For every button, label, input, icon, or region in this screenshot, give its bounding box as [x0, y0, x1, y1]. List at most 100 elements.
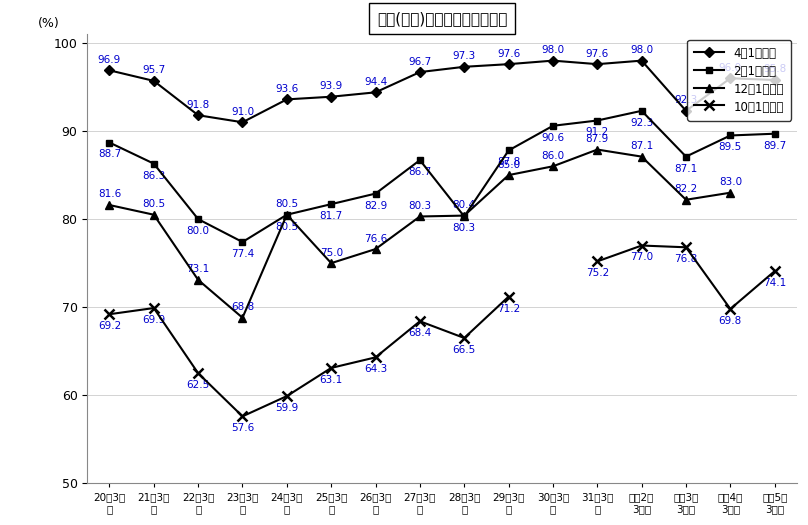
10月1日現在 [282, 393, 292, 399]
Text: 82.9: 82.9 [364, 201, 387, 211]
10月1日現在 [415, 318, 425, 324]
Text: 68.4: 68.4 [408, 328, 431, 338]
Text: 76.8: 76.8 [675, 254, 697, 264]
Legend: 4月1日現在, 2月1日現在, 12月1日現在, 10月1日現在: 4月1日現在, 2月1日現在, 12月1日現在, 10月1日現在 [688, 40, 791, 121]
4月1日現在 [548, 57, 558, 64]
12月1日現在 [726, 190, 735, 196]
Text: 94.4: 94.4 [364, 77, 387, 87]
Text: 96.9: 96.9 [98, 55, 121, 65]
Line: 2月1日現在: 2月1日現在 [106, 107, 778, 246]
Text: 80.5: 80.5 [276, 222, 298, 232]
12月1日現在 [238, 314, 247, 321]
2月1日現在 [149, 161, 158, 167]
10月1日現在 [104, 311, 114, 317]
Text: 80.5: 80.5 [142, 199, 166, 209]
12月1日現在 [592, 146, 602, 153]
2月1日現在 [592, 118, 602, 124]
Text: 86.7: 86.7 [408, 167, 431, 177]
Text: 98.0: 98.0 [541, 45, 565, 55]
Text: 92.3: 92.3 [675, 95, 697, 106]
Text: 90.6: 90.6 [541, 133, 565, 143]
Text: 77.4: 77.4 [231, 249, 255, 259]
4月1日現在 [104, 67, 114, 74]
Text: 80.4: 80.4 [452, 200, 476, 210]
Text: 75.2: 75.2 [586, 268, 609, 278]
Text: 91.2: 91.2 [586, 128, 609, 138]
Text: 64.3: 64.3 [364, 364, 387, 374]
10月1日現在 [193, 370, 203, 376]
Text: 89.7: 89.7 [763, 141, 786, 151]
10月1日現在 [371, 354, 381, 361]
Text: 81.7: 81.7 [320, 211, 343, 221]
Text: 57.6: 57.6 [231, 423, 255, 433]
2月1日現在 [104, 139, 114, 145]
Text: 69.9: 69.9 [142, 315, 166, 325]
Text: 66.5: 66.5 [452, 345, 476, 355]
4月1日現在 [681, 108, 691, 114]
Text: 95.7: 95.7 [142, 65, 166, 75]
2月1日現在 [326, 201, 336, 207]
4月1日現在 [726, 75, 735, 81]
Text: 81.6: 81.6 [98, 190, 121, 200]
2月1日現在 [193, 216, 203, 222]
4月1日現在 [193, 112, 203, 118]
Text: 68.8: 68.8 [231, 302, 255, 312]
Text: 69.2: 69.2 [98, 321, 121, 331]
4月1日現在 [503, 61, 513, 67]
4月1日現在 [770, 77, 780, 83]
Text: 91.8: 91.8 [187, 100, 210, 110]
Text: 80.5: 80.5 [276, 199, 298, 209]
Text: 83.0: 83.0 [719, 177, 742, 187]
10月1日現在 [326, 365, 336, 371]
12月1日現在 [460, 213, 469, 219]
Text: 87.1: 87.1 [675, 164, 697, 174]
Text: 76.6: 76.6 [364, 234, 387, 244]
Text: 97.3: 97.3 [452, 51, 476, 61]
Text: 87.8: 87.8 [497, 158, 520, 167]
Text: 74.1: 74.1 [763, 278, 786, 288]
10月1日現在 [503, 293, 513, 300]
Text: 93.9: 93.9 [320, 81, 343, 91]
2月1日現在 [503, 148, 513, 154]
2月1日現在 [637, 108, 646, 114]
10月1日現在 [238, 413, 247, 419]
Text: 69.8: 69.8 [719, 316, 742, 326]
4月1日現在 [326, 93, 336, 100]
12月1日現在 [681, 196, 691, 203]
2月1日現在 [415, 157, 425, 163]
Text: 95.8: 95.8 [763, 65, 786, 75]
4月1日現在 [637, 57, 646, 64]
4月1日現在 [460, 64, 469, 70]
Text: 63.1: 63.1 [320, 375, 343, 385]
4月1日現在 [592, 61, 602, 67]
4月1日現在 [149, 78, 158, 84]
2月1日現在 [548, 123, 558, 129]
Text: 89.5: 89.5 [719, 142, 742, 152]
12月1日現在 [104, 202, 114, 208]
Text: 71.2: 71.2 [497, 303, 520, 313]
Text: 85.0: 85.0 [497, 160, 520, 170]
4月1日現在 [415, 69, 425, 75]
Text: 96.7: 96.7 [408, 57, 431, 67]
Text: (%): (%) [38, 17, 59, 30]
2月1日現在 [460, 213, 469, 219]
12月1日現在 [415, 213, 425, 219]
Text: 91.0: 91.0 [231, 107, 254, 117]
12月1日現在 [149, 212, 158, 218]
2月1日現在 [238, 239, 247, 245]
Text: 97.6: 97.6 [497, 49, 520, 59]
2月1日現在 [371, 191, 381, 197]
4月1日現在 [371, 89, 381, 96]
4月1日現在 [282, 96, 292, 102]
Line: 12月1日現在: 12月1日現在 [105, 145, 734, 322]
Text: 86.0: 86.0 [541, 151, 565, 161]
2月1日現在 [681, 153, 691, 160]
12月1日現在 [548, 163, 558, 170]
Text: 87.9: 87.9 [586, 134, 609, 144]
12月1日現在 [282, 212, 292, 218]
Text: 75.0: 75.0 [320, 248, 343, 258]
Text: 98.0: 98.0 [630, 45, 653, 55]
Text: 87.1: 87.1 [630, 141, 654, 151]
2月1日現在 [770, 131, 780, 137]
Text: 92.3: 92.3 [630, 118, 654, 128]
